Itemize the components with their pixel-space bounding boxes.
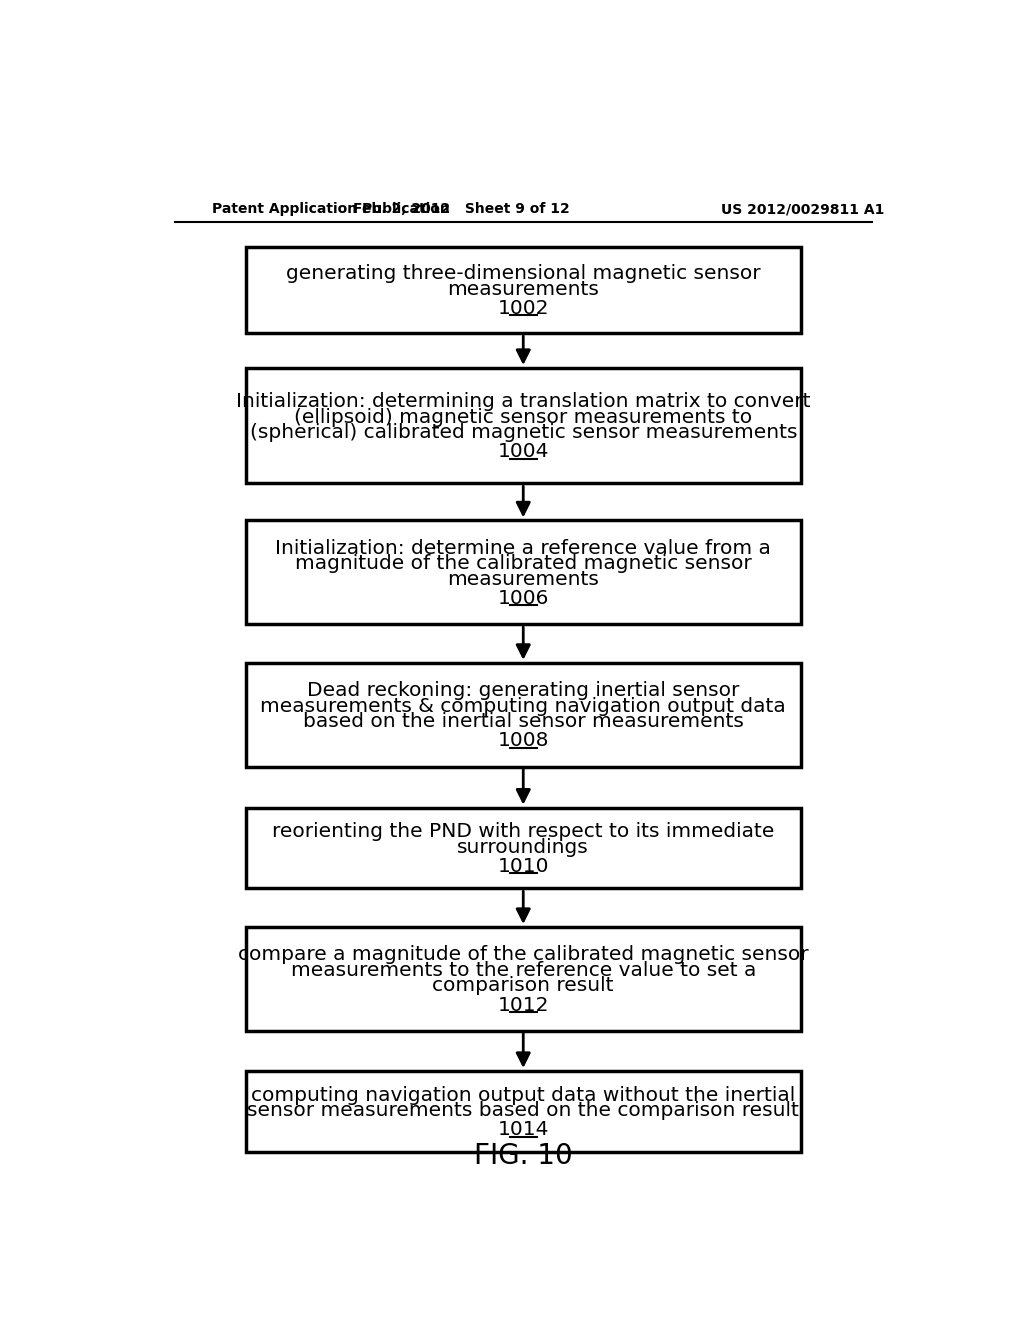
Text: generating three-dimensional magnetic sensor: generating three-dimensional magnetic se… [286,264,761,284]
Text: comparison result: comparison result [432,977,614,995]
Text: 1014: 1014 [498,1121,549,1139]
Bar [246,368,801,483]
Bar [246,808,801,888]
Text: computing navigation output data without the inertial: computing navigation output data without… [251,1085,796,1105]
Bar [246,663,801,767]
Text: 1006: 1006 [498,589,549,609]
Text: compare a magnitude of the calibrated magnetic sensor: compare a magnitude of the calibrated ma… [238,945,809,965]
Text: 1002: 1002 [498,300,549,318]
Text: based on the inertial sensor measurements: based on the inertial sensor measurement… [303,713,743,731]
Text: reorienting the PND with respect to its immediate: reorienting the PND with respect to its … [272,822,774,841]
Text: Patent Application Publication: Patent Application Publication [212,202,450,216]
Text: sensor measurements based on the comparison result: sensor measurements based on the compari… [248,1101,799,1119]
Text: 1010: 1010 [498,857,549,876]
Text: measurements to the reference value to set a: measurements to the reference value to s… [291,961,756,979]
Text: 1008: 1008 [498,731,549,750]
Text: 1004: 1004 [498,442,549,461]
Text: (spherical) calibrated magnetic sensor measurements: (spherical) calibrated magnetic sensor m… [250,422,797,442]
Text: measurements: measurements [447,570,599,589]
Text: Feb. 2, 2012   Sheet 9 of 12: Feb. 2, 2012 Sheet 9 of 12 [353,202,569,216]
Text: measurements & computing navigation output data: measurements & computing navigation outp… [260,697,786,715]
Text: Initialization: determining a translation matrix to convert: Initialization: determining a translatio… [236,392,811,412]
Text: Dead reckoning: generating inertial sensor: Dead reckoning: generating inertial sens… [307,681,739,701]
Bar [246,520,801,624]
Bar [246,1071,801,1151]
Text: (ellipsoid) magnetic sensor measurements to: (ellipsoid) magnetic sensor measurements… [294,408,753,426]
Text: surroundings: surroundings [458,838,589,857]
Text: 1012: 1012 [498,995,549,1015]
Text: magnitude of the calibrated magnetic sensor: magnitude of the calibrated magnetic sen… [295,554,752,573]
Bar [246,927,801,1031]
Text: Initialization: determine a reference value from a: Initialization: determine a reference va… [275,539,771,558]
Text: FIG. 10: FIG. 10 [474,1142,572,1170]
Bar [246,247,801,333]
Text: measurements: measurements [447,280,599,298]
Text: US 2012/0029811 A1: US 2012/0029811 A1 [721,202,884,216]
